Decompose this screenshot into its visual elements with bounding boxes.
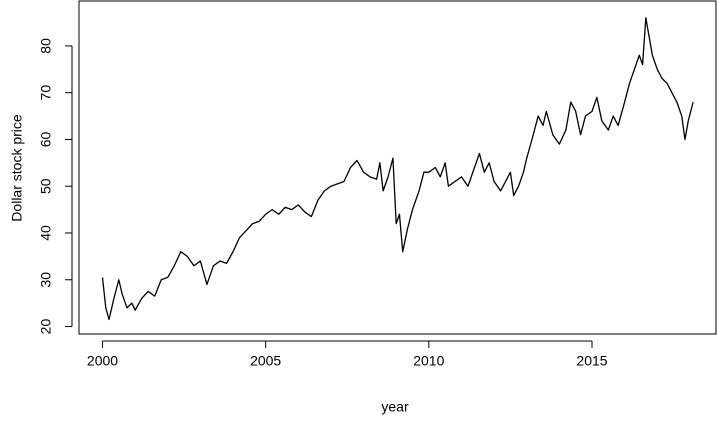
x-tick-label: 2010	[413, 353, 444, 369]
y-tick-label: 20	[38, 319, 54, 335]
price-line	[101, 17, 694, 321]
x-tick-label: 2005	[250, 353, 281, 369]
y-tick-label: 70	[38, 85, 54, 101]
x-tick-label: 2015	[576, 353, 607, 369]
y-tick-label: 80	[38, 38, 54, 54]
x-tick-label: 2000	[87, 353, 118, 369]
y-axis-label: Dollar stock price	[9, 114, 25, 222]
x-axis-label: year	[381, 399, 409, 415]
plot-box	[78, 0, 717, 335]
y-tick-label: 60	[38, 131, 54, 147]
y-tick-label: 40	[38, 225, 54, 241]
y-tick-label: 50	[38, 178, 54, 194]
y-tick-label: 30	[38, 272, 54, 288]
